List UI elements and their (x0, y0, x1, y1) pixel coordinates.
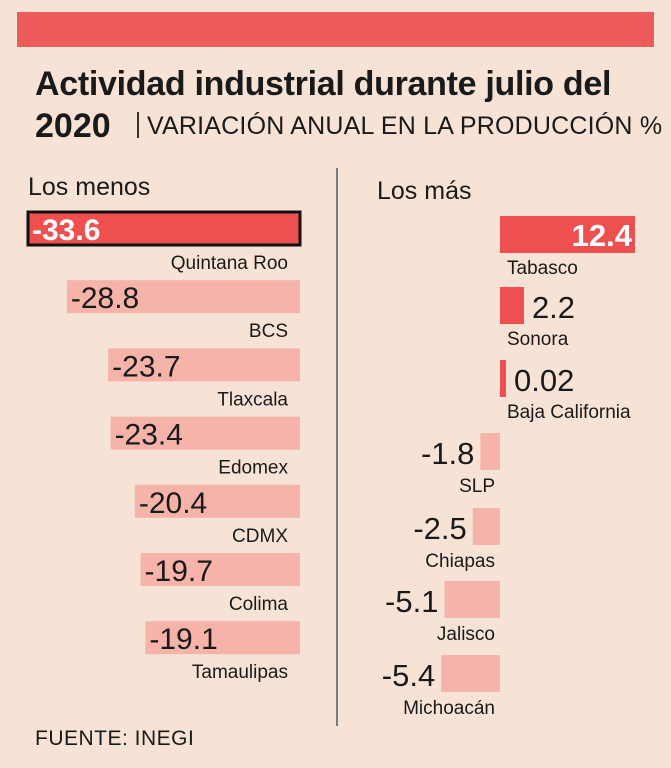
category-label: SLP (459, 476, 495, 497)
category-label: Tabasco (507, 258, 578, 279)
bar-quintana-roo (26, 210, 302, 247)
panel-divider (336, 168, 338, 726)
bar-chiapas (472, 508, 500, 545)
category-label: Tlaxcala (217, 389, 288, 410)
category-label: BCS (249, 321, 288, 342)
value-label: 12.4 (572, 218, 633, 253)
category-label: Michoacán (403, 698, 495, 719)
bar-jalisco (444, 581, 500, 618)
bar-slp (480, 433, 500, 470)
value-label: -5.1 (385, 584, 438, 619)
category-label: Colima (229, 594, 289, 615)
left-panel-heading: Los menos (28, 173, 151, 201)
top-accent-band (17, 12, 654, 47)
category-label: Quintana Roo (171, 253, 288, 274)
bar-tamaulipas (145, 621, 300, 655)
value-label: -19.1 (149, 623, 217, 656)
category-label: Jalisco (437, 624, 495, 645)
value-label: -1.8 (421, 436, 474, 471)
category-label: Baja California (507, 402, 631, 423)
value-label: -33.6 (32, 214, 100, 247)
bar-tlaxcala (108, 348, 301, 382)
category-label: Edomex (218, 458, 288, 479)
value-label: -5.4 (382, 658, 435, 693)
bar-bcs (66, 280, 300, 314)
value-label: -23.4 (115, 419, 183, 452)
value-label: -20.4 (139, 487, 207, 520)
chart-title-line1: Actividad industrial durante julio del (35, 65, 612, 103)
category-label: Chiapas (425, 551, 495, 572)
value-label: -19.7 (145, 555, 213, 588)
bar-baja-california (500, 360, 506, 397)
category-label: Tamaulipas (192, 662, 288, 683)
value-label: 2.2 (532, 290, 575, 325)
right-panel-heading: Los más (377, 177, 472, 205)
value-label: -23.7 (112, 350, 180, 383)
chart-subtitle: VARIACIÓN ANUAL EN LA PRODUCCIÓN % (147, 112, 663, 140)
title-separator (137, 112, 139, 138)
bar-michoacán (441, 655, 500, 692)
source-footer: FUENTE: INEGI (35, 727, 195, 750)
value-label: -2.5 (413, 511, 466, 546)
bar-tabasco (500, 216, 635, 253)
bar-colima (140, 553, 300, 586)
category-label: CDMX (232, 526, 288, 547)
chart-title-line2: 2020 (35, 107, 111, 145)
value-label: 0.02 (514, 363, 574, 398)
bar-cdmx (134, 484, 300, 518)
bar-edomex (110, 416, 300, 450)
category-label: Sonora (507, 329, 569, 350)
bar-sonora (500, 287, 524, 324)
value-label: -28.8 (71, 282, 139, 315)
